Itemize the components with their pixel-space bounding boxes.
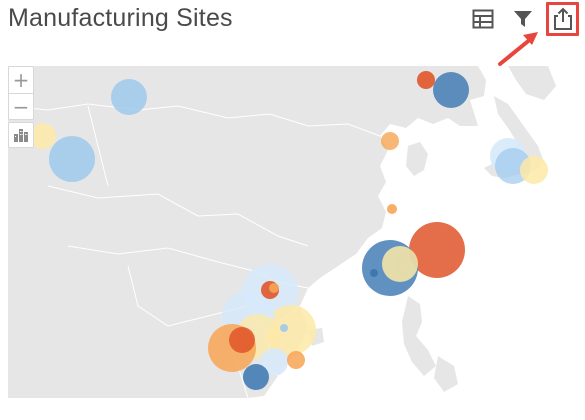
site-bubble[interactable]	[417, 71, 435, 89]
site-bubble[interactable]	[381, 132, 399, 150]
map-canvas	[8, 66, 556, 398]
page-title: Manufacturing Sites	[8, 4, 233, 32]
site-bubble[interactable]	[229, 327, 255, 353]
layers-button[interactable]	[8, 122, 34, 148]
table-view-button[interactable]	[468, 4, 498, 34]
site-bubble[interactable]	[111, 79, 147, 115]
site-bubble[interactable]	[280, 324, 288, 332]
site-bubble[interactable]	[260, 348, 288, 376]
site-bubble[interactable]	[520, 156, 548, 184]
zoom-in-button[interactable]: +	[12, 68, 30, 92]
site-bubbles	[30, 71, 548, 390]
map-area[interactable]	[8, 66, 571, 398]
filter-button[interactable]	[508, 4, 538, 34]
pointer-arrow-icon	[498, 32, 538, 66]
site-bubble[interactable]	[49, 136, 95, 182]
zoom-out-button[interactable]: −	[9, 93, 33, 119]
zoom-control: + −	[8, 66, 34, 120]
site-bubble[interactable]	[30, 123, 56, 149]
site-bubble[interactable]	[243, 364, 269, 390]
site-bubble[interactable]	[269, 283, 279, 293]
site-bubble[interactable]	[382, 246, 418, 282]
city-buildings-icon	[14, 129, 28, 142]
filter-icon	[514, 11, 532, 27]
site-bubble[interactable]	[433, 72, 469, 108]
share-export-icon	[553, 7, 572, 30]
table-icon	[472, 9, 494, 29]
export-button[interactable]	[546, 2, 579, 36]
site-bubble[interactable]	[370, 269, 378, 277]
site-bubble[interactable]	[409, 222, 465, 278]
site-bubble[interactable]	[287, 351, 305, 369]
site-bubble[interactable]	[387, 204, 397, 214]
